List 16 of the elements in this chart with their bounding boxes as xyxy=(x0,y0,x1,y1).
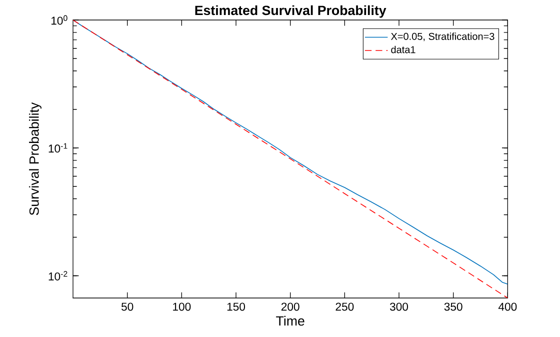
x-tick-label: 300 xyxy=(390,302,408,311)
y-tick-label: 10$^{-2}$ xyxy=(48,271,68,280)
y-tick-label: 10$^{0}$ xyxy=(51,15,68,25)
legend-label: X=0.05, Stratification=3 xyxy=(390,32,494,42)
x-tick-label: 250 xyxy=(336,302,354,311)
x-tick-label: 100 xyxy=(173,302,191,311)
x-axis-title: Time xyxy=(276,316,304,326)
chart-title: Estimated Survival Probability xyxy=(195,5,386,18)
x-tick-label: 350 xyxy=(444,302,462,311)
legend-label: data1 xyxy=(391,46,416,54)
y-tick-label: 10$^{-1}$ xyxy=(48,143,68,153)
x-tick-label: 200 xyxy=(281,302,300,311)
x-tick-label: 150 xyxy=(227,302,246,311)
x-tick-label: 50 xyxy=(121,302,134,311)
y-axis-title: Survival Probability xyxy=(29,102,42,216)
x-tick-label: 400 xyxy=(498,302,517,311)
